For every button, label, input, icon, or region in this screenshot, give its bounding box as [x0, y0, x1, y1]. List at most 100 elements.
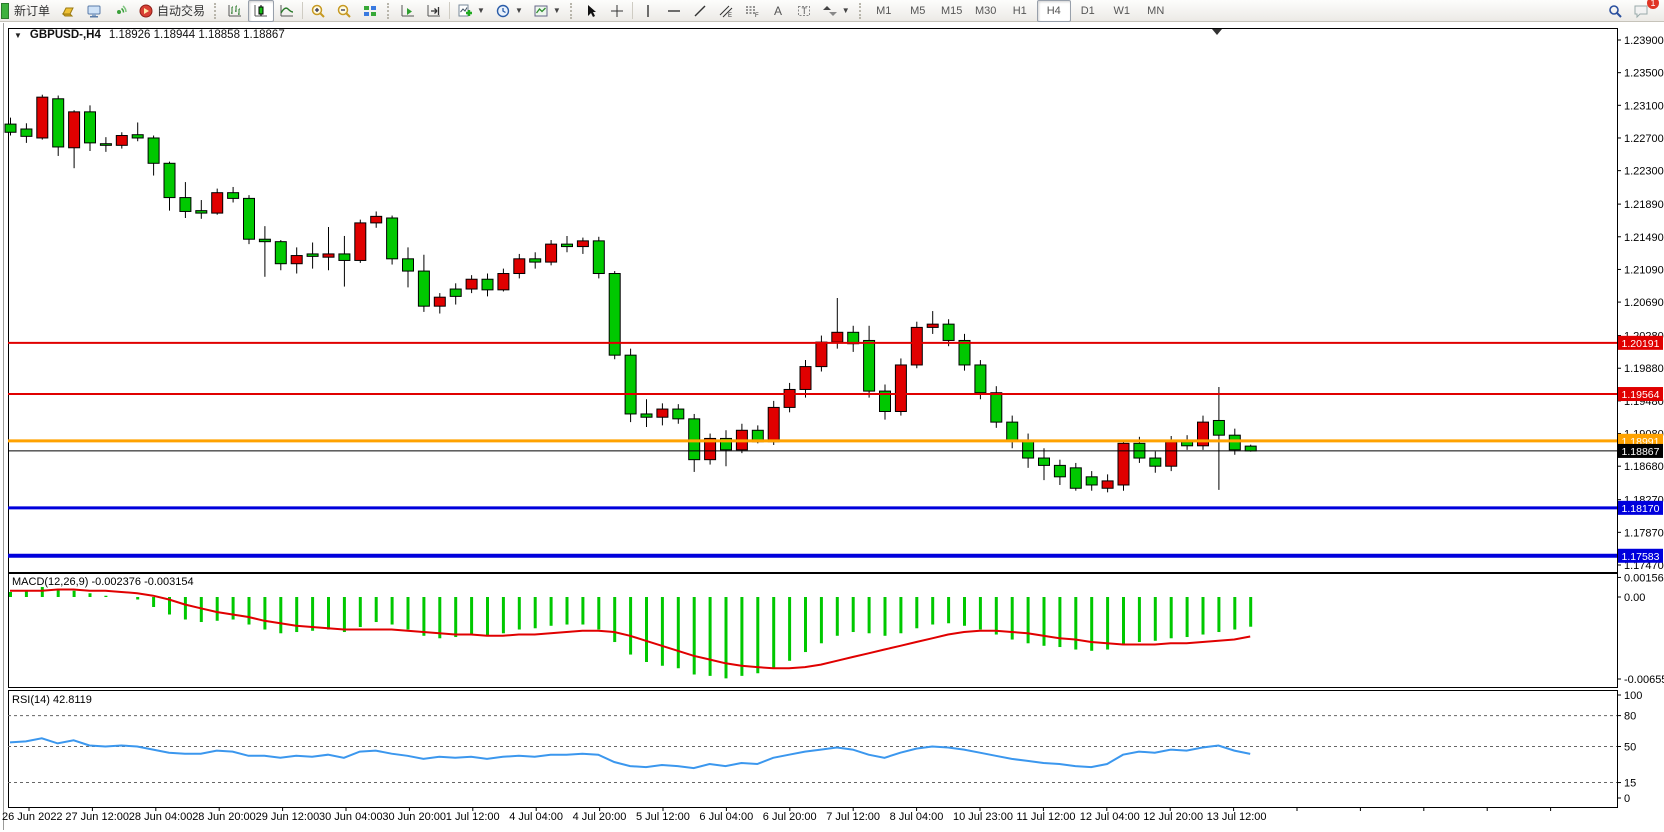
timeframe-h4-button[interactable]: H4	[1036, 0, 1071, 22]
price-badge	[1618, 443, 1663, 458]
new-order-label: 新订单	[14, 4, 51, 18]
indicators-button[interactable]: ▼	[452, 0, 490, 22]
candle-body	[704, 437, 717, 461]
svg-text:A: A	[774, 4, 782, 18]
candle-body	[274, 241, 287, 265]
chart-window[interactable]: 1.23900 1.23500 1.23100 1.22700 1.22300 1.218…	[0, 22, 1664, 832]
time-axis-label: 13 Jul 12:00	[1207, 811, 1267, 823]
price-badge	[1618, 387, 1663, 402]
text-label-tool-button[interactable]: T	[791, 0, 817, 22]
periods-button[interactable]: ▼	[490, 0, 528, 22]
toolbar-grip	[569, 2, 575, 19]
candle-body	[942, 323, 955, 341]
timeframe-label: D1	[1080, 4, 1095, 17]
timeframe-m15-button[interactable]: M15	[935, 0, 969, 22]
candle-body	[99, 143, 112, 146]
candle-body	[338, 253, 351, 261]
horizontal-line-tool-button[interactable]	[661, 0, 687, 22]
candle-body	[672, 408, 685, 420]
text-label-icon: T	[797, 5, 810, 16]
time-axis-label: 7 Jul 12:00	[826, 811, 880, 823]
search-icon	[1609, 4, 1622, 18]
auto-scroll-button[interactable]	[395, 0, 421, 22]
auto-trading-button[interactable]: 自动交易	[133, 0, 210, 22]
zoom-in-button[interactable]	[305, 0, 331, 22]
candlesticks	[4, 94, 1257, 493]
price-badge-label: 1.17583	[1622, 551, 1660, 563]
templates-button[interactable]: ▼	[528, 0, 566, 22]
price-axis-label: 1.17870	[1624, 527, 1664, 539]
line-chart-button[interactable]	[274, 0, 300, 22]
timeframe-h1-button[interactable]: H1	[1003, 0, 1037, 22]
gold-symbol-button[interactable]	[55, 0, 81, 22]
candle-body	[974, 364, 987, 394]
vertical-line-tool-button[interactable]	[635, 0, 661, 22]
remote-terminal-button[interactable]	[81, 0, 107, 22]
candle-body	[545, 243, 558, 263]
time-axis-label: 4 Jul 04:00	[509, 811, 563, 823]
fibonacci-icon: F	[745, 6, 759, 19]
rsi-axis-label: 80	[1624, 711, 1636, 723]
candlestick-chart-button[interactable]	[248, 0, 275, 22]
search-button[interactable]	[1602, 0, 1628, 22]
trendline-tool-button[interactable]	[687, 0, 713, 22]
candle-body	[879, 390, 891, 413]
price-badge-label: 1.20191	[1622, 338, 1660, 350]
candle-body	[20, 128, 33, 137]
timeframe-label: M30	[975, 4, 997, 17]
chart-shift-marker[interactable]	[1212, 29, 1222, 35]
timeframe-label: M5	[910, 4, 926, 17]
candle-body	[481, 278, 494, 291]
arrows-icon	[822, 5, 837, 16]
toolbar-separator	[302, 2, 304, 19]
candle-body	[115, 135, 128, 146]
candle-body	[910, 326, 923, 366]
timeframe-m1-button[interactable]: M1	[867, 0, 901, 22]
chart-canvas[interactable]: 1.23900 1.23500 1.23100 1.22700 1.22300 1.218…	[0, 22, 1664, 832]
tile-windows-button[interactable]	[357, 0, 383, 22]
text-tool-button[interactable]: A	[765, 0, 791, 22]
time-axis-label: 5 Jul 12:00	[636, 811, 690, 823]
arrows-tool-button[interactable]: ▼	[817, 0, 855, 22]
timeframe-w1-button[interactable]: W1	[1105, 0, 1139, 22]
price-axis-label: 1.23100	[1624, 100, 1664, 112]
time-axis-label: 12 Jul 04:00	[1080, 811, 1140, 823]
price-badge-label: 1.18867	[1622, 446, 1660, 458]
candle-body	[1244, 445, 1257, 452]
candle-body	[561, 243, 573, 248]
price-badge	[1618, 548, 1663, 563]
zoom-out-button[interactable]	[331, 0, 357, 22]
candle-body	[131, 134, 144, 139]
toolbar-separator	[631, 2, 633, 19]
signal-button[interactable]	[107, 0, 133, 22]
main-toolbar: 新订单 自动交易	[0, 0, 1664, 22]
timeframe-m5-button[interactable]: M5	[901, 0, 935, 22]
bar-chart-button[interactable]	[222, 0, 248, 22]
macd-panel	[8, 573, 1618, 688]
candle-body	[1038, 457, 1050, 466]
candle-body	[529, 258, 542, 263]
notifications-button[interactable]: 1	[1628, 0, 1659, 22]
cursor-tool-button[interactable]	[578, 0, 604, 22]
channel-tool-button[interactable]: E	[713, 0, 739, 22]
candle-body	[354, 222, 367, 261]
candle-body	[402, 258, 414, 272]
timeframe-m30-button[interactable]: M30	[969, 0, 1003, 22]
fibonacci-tool-button[interactable]: F	[739, 0, 765, 22]
timeframe-d1-button[interactable]: D1	[1071, 0, 1105, 22]
signal-icon	[117, 4, 127, 14]
candle-body	[179, 197, 192, 212]
candle-body	[211, 192, 224, 214]
rsi-axis-label: 100	[1624, 690, 1642, 702]
new-order-button[interactable]: 新订单	[9, 0, 55, 22]
tile-windows-icon	[364, 5, 377, 16]
chart-shift-button[interactable]	[421, 0, 447, 22]
chart-menu-icon[interactable]: ▼	[14, 30, 22, 40]
candle-body	[370, 215, 383, 224]
time-axis-label: 8 Jul 04:00	[890, 811, 944, 823]
timeframe-mn-button[interactable]: MN	[1139, 0, 1173, 22]
candle-body	[863, 339, 876, 392]
crosshair-tool-button[interactable]	[604, 0, 630, 22]
price-axis-label: 1.23500	[1624, 68, 1664, 80]
time-axis-label: 10 Jul 23:00	[953, 811, 1013, 823]
